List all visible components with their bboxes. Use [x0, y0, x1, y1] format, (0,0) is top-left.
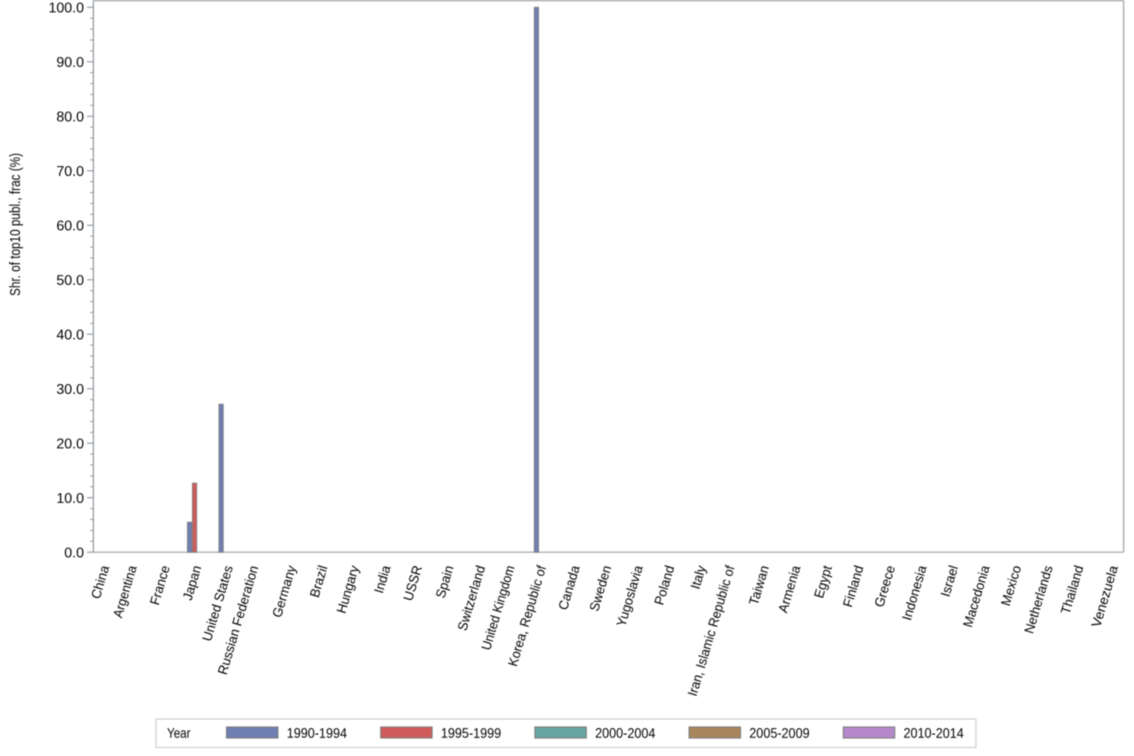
svg-text:50.0: 50.0 [56, 273, 84, 289]
svg-text:30.0: 30.0 [56, 382, 84, 398]
svg-text:2010-2014: 2010-2014 [903, 725, 963, 741]
svg-text:60.0: 60.0 [56, 218, 84, 234]
svg-text:0.0: 0.0 [64, 545, 84, 561]
svg-text:80.0: 80.0 [56, 109, 84, 125]
svg-text:70.0: 70.0 [56, 164, 84, 180]
svg-text:100.0: 100.0 [48, 0, 84, 16]
svg-text:20.0: 20.0 [56, 436, 84, 452]
svg-text:40.0: 40.0 [56, 327, 84, 343]
svg-text:2000-2004: 2000-2004 [595, 725, 655, 741]
svg-text:2005-2009: 2005-2009 [749, 725, 809, 741]
svg-text:Italy: Italy [688, 563, 709, 590]
svg-text:1990-1994: 1990-1994 [287, 725, 347, 741]
svg-text:90.0: 90.0 [56, 55, 84, 71]
svg-text:10.0: 10.0 [56, 491, 84, 507]
svg-text:Shr. of top10 publ., frac (%): Shr. of top10 publ., frac (%) [7, 153, 24, 296]
svg-text:1995-1999: 1995-1999 [441, 725, 501, 741]
svg-text:Year: Year [167, 725, 191, 741]
